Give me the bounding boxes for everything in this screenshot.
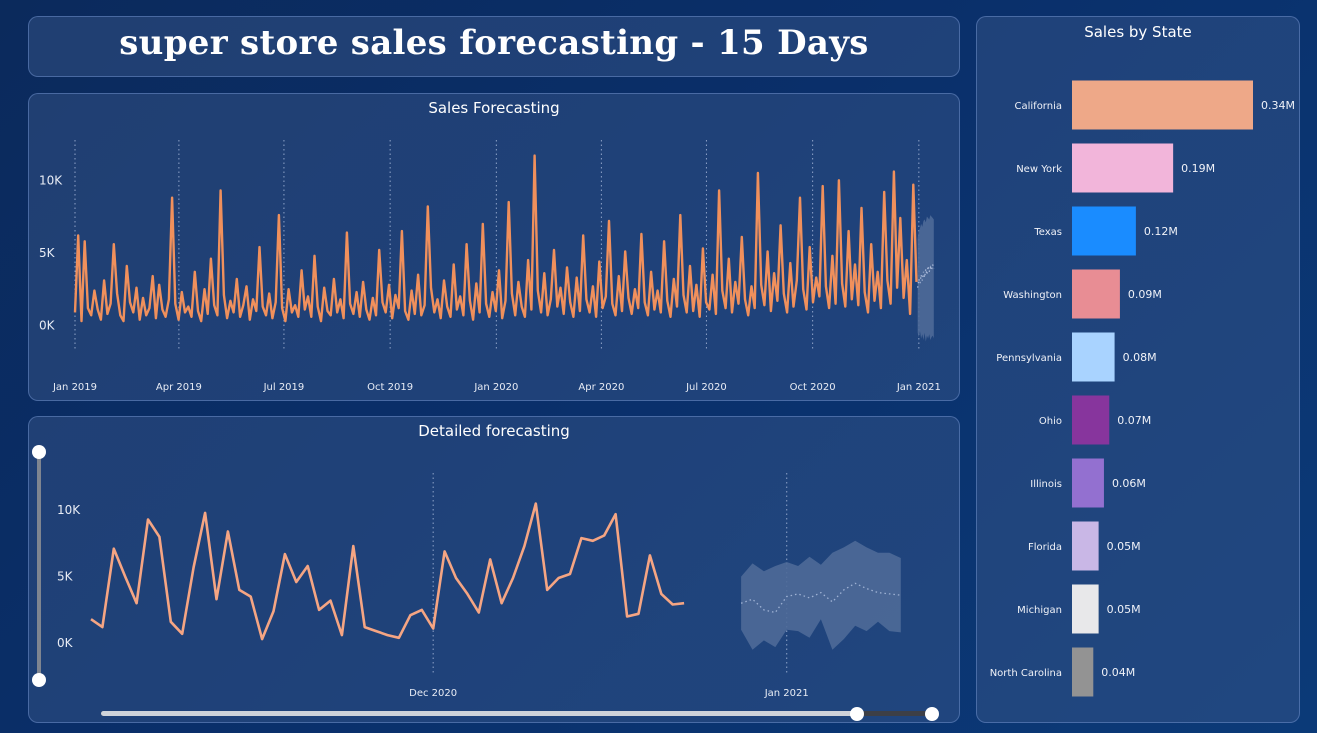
state-value-label: 0.08M	[1123, 351, 1157, 364]
x-slider-left-handle[interactable]	[850, 707, 864, 721]
x-slider-right-handle[interactable]	[925, 707, 939, 721]
state-value-label: 0.04M	[1101, 666, 1135, 679]
state-label: Illinois	[1030, 479, 1062, 490]
state-value-label: 0.34M	[1261, 99, 1295, 112]
state-bar[interactable]	[1072, 206, 1136, 256]
state-label: Pennsylvania	[996, 353, 1062, 364]
forecast-confidence-band	[917, 215, 934, 342]
actual-sales-line	[90, 502, 685, 641]
sales-forecasting-chart[interactable]: 0K 5K 10K Jan 2019 Apr 2019 Jul 2019 Oct 2019 J…	[29, 94, 961, 402]
state-bar[interactable]	[1072, 332, 1115, 382]
y-range-slider[interactable]	[35, 451, 43, 681]
state-label: Washington	[1003, 290, 1062, 301]
state-label: Ohio	[1039, 416, 1062, 427]
x-tick-label: Jan 2019	[52, 382, 97, 393]
state-value-label: 0.07M	[1117, 414, 1151, 427]
x-tick-label: Oct 2019	[367, 382, 413, 393]
state-label: Florida	[1028, 542, 1062, 553]
state-value-label: 0.09M	[1128, 288, 1162, 301]
x-tick-label: Apr 2020	[578, 382, 624, 393]
page-title: super store sales forecasting - 15 Days	[119, 23, 869, 63]
y-slider-top-handle[interactable]	[32, 445, 46, 459]
x-slider-selected-range	[101, 711, 857, 716]
state-bar[interactable]	[1072, 647, 1094, 697]
state-label: California	[1015, 101, 1063, 112]
state-value-label: 0.19M	[1181, 162, 1215, 175]
actual-sales-line	[73, 154, 918, 323]
x-tick-label: Jul 2020	[685, 382, 727, 393]
y-tick-label: 10K	[39, 173, 63, 187]
state-bar[interactable]	[1072, 143, 1174, 193]
y-tick-label: 0K	[57, 636, 74, 650]
sales-by-state-panel: Sales by State California 0.34M New York 0.…	[976, 16, 1300, 723]
state-label: Texas	[1033, 227, 1062, 238]
state-bar[interactable]	[1072, 521, 1099, 571]
state-label: Michigan	[1017, 605, 1062, 616]
x-tick-label: Jul 2019	[263, 382, 305, 393]
title-panel: super store sales forecasting - 15 Days	[28, 16, 960, 77]
state-bar[interactable]	[1072, 269, 1120, 319]
state-bar[interactable]	[1072, 584, 1099, 634]
state-bar[interactable]	[1072, 458, 1104, 508]
detailed-forecasting-title: Detailed forecasting	[418, 422, 570, 440]
forecast-line	[740, 582, 901, 614]
sales-by-state-title: Sales by State	[1084, 23, 1192, 41]
state-value-label: 0.06M	[1112, 477, 1146, 490]
y-tick-label: 5K	[39, 246, 56, 260]
state-value-label: 0.05M	[1107, 540, 1141, 553]
y-slider-bottom-handle[interactable]	[32, 673, 46, 687]
sales-forecasting-title: Sales Forecasting	[428, 99, 560, 117]
x-tick-label: Apr 2019	[156, 382, 202, 393]
state-bar[interactable]	[1072, 80, 1253, 130]
x-tick-label: Jan 2020	[473, 382, 518, 393]
x-tick-label: Jan 2021	[896, 382, 941, 393]
state-value-label: 0.12M	[1144, 225, 1178, 238]
state-label: New York	[1016, 164, 1062, 175]
state-label: North Carolina	[990, 668, 1062, 679]
state-bar[interactable]	[1072, 395, 1110, 445]
state-value-label: 0.05M	[1107, 603, 1141, 616]
forecast-confidence-band	[741, 540, 901, 650]
y-tick-label: 0K	[39, 318, 56, 332]
x-tick-label: Dec 2020	[409, 688, 457, 699]
x-tick-label: Oct 2020	[790, 382, 836, 393]
y-tick-label: 10K	[57, 503, 81, 517]
sales-by-state-chart[interactable]: California 0.34M New York 0.19M Texas 0.12M Wa…	[977, 17, 1301, 724]
y-slider-track	[37, 455, 41, 677]
x-tick-label: Jan 2021	[764, 688, 809, 699]
detailed-forecasting-chart[interactable]: 0K 5K 10K Dec 2020 Jan 2021	[29, 417, 961, 724]
y-tick-label: 5K	[57, 570, 74, 584]
sales-forecasting-panel: Sales Forecasting 0K 5K 10K Jan 2019 Apr 201…	[28, 93, 960, 401]
detailed-forecasting-panel: Detailed forecasting 0K 5K 10K Dec 2020 Jan …	[28, 416, 960, 723]
